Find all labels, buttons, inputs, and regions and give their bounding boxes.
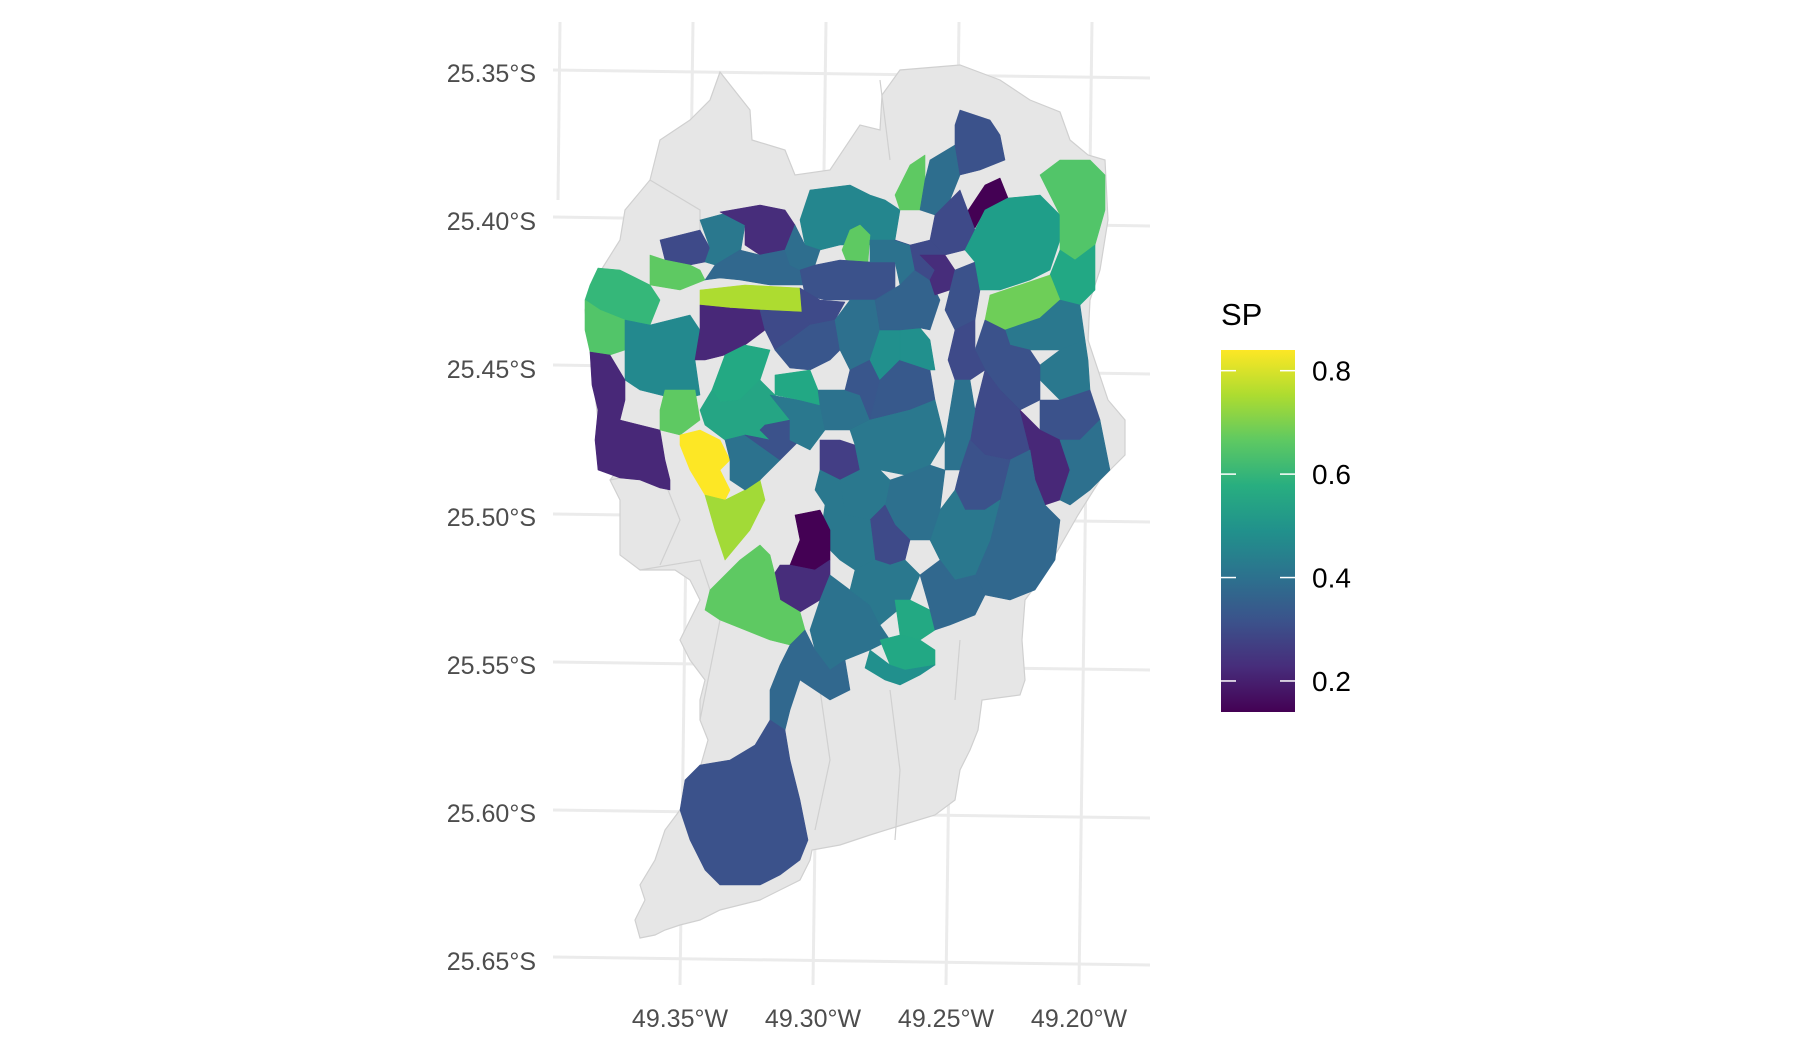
district-polygon <box>964 194 1061 291</box>
district-polygon <box>919 254 956 296</box>
district-polygon <box>849 559 921 626</box>
base-subdivision-3 <box>889 689 901 841</box>
legend-tick-label: 0.8 <box>1312 356 1351 387</box>
district-polygon <box>704 544 806 646</box>
district-polygon <box>649 254 706 291</box>
district-polygon <box>704 249 811 286</box>
district-polygon <box>864 649 936 686</box>
district-polygon <box>919 559 986 631</box>
base-subdivision-2 <box>814 689 831 831</box>
district-polygons <box>584 109 1111 886</box>
legend-title: SP <box>1221 297 1262 332</box>
lat-tick-label: 25.40°S <box>447 208 536 236</box>
legend-colorbar <box>1221 350 1295 712</box>
district-polygon <box>799 259 896 301</box>
district-polygon <box>954 109 1006 176</box>
district-polygon <box>589 351 671 491</box>
lat-gridline-25-35 <box>552 68 1151 80</box>
district-polygon <box>679 429 731 501</box>
lat-axis: 25.35°S 25.40°S 25.45°S 25.50°S 25.55°S … <box>447 60 536 976</box>
lat-tick-label: 25.55°S <box>447 652 536 680</box>
lat-gridline-25-65 <box>552 955 1151 967</box>
lon-tick-label: 49.35°W <box>632 1005 729 1033</box>
district-polygon <box>704 479 766 561</box>
legend-tick-label: 0.6 <box>1312 459 1351 490</box>
lon-axis: 49.35°W 49.30°W 49.25°W 49.20°W <box>632 1005 1128 1033</box>
lat-tick-label: 25.50°S <box>447 504 536 532</box>
district-polygon <box>1059 419 1111 506</box>
legend-ticks: 0.8 0.6 0.4 0.2 <box>1221 356 1351 697</box>
district-polygon <box>769 629 851 731</box>
legend-tick-label: 0.4 <box>1312 563 1351 594</box>
district-polygon <box>584 299 626 356</box>
base-subdivision-4 <box>954 639 961 701</box>
district-polygon <box>947 319 986 381</box>
legend: SP 0.8 0.6 0.4 0.2 <box>1221 297 1351 712</box>
base-subdivision-5 <box>879 79 891 161</box>
district-polygon <box>679 719 809 886</box>
lon-tick-label: 49.20°W <box>1031 1005 1128 1033</box>
district-polygon <box>1039 159 1106 261</box>
lat-tick-label: 25.65°S <box>447 948 536 976</box>
lat-tick-label: 25.35°S <box>447 60 536 88</box>
district-polygon <box>624 314 701 401</box>
lat-tick-label: 25.45°S <box>447 356 536 384</box>
legend-tick-label: 0.2 <box>1312 666 1351 697</box>
lon-tick-label: 49.30°W <box>765 1005 862 1033</box>
lon-tick-label: 49.25°W <box>898 1005 995 1033</box>
district-polygon <box>744 419 801 461</box>
lon-gridline-left-edge <box>556 21 562 201</box>
lat-tick-label: 25.60°S <box>447 800 536 828</box>
